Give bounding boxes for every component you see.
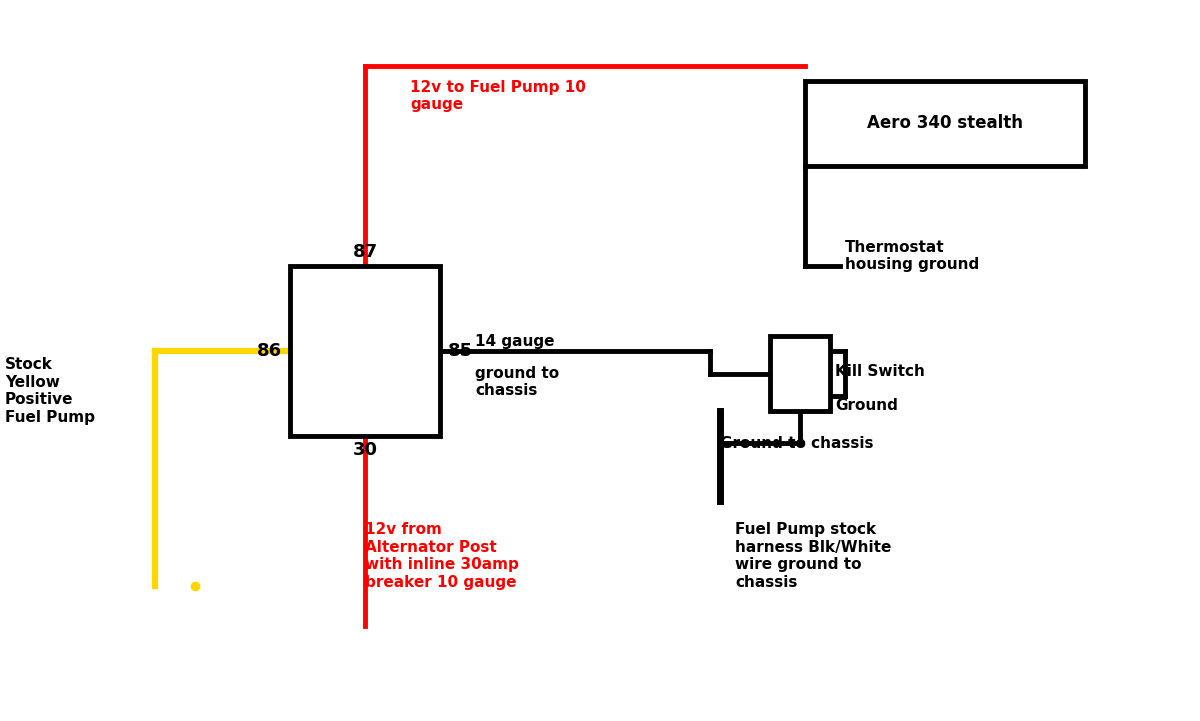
- Text: 85: 85: [448, 342, 473, 360]
- Text: ground to
chassis: ground to chassis: [475, 366, 559, 399]
- Text: Ground: Ground: [835, 399, 898, 414]
- Text: 12v from
Alternator Post
with inline 30amp
breaker 10 gauge: 12v from Alternator Post with inline 30a…: [365, 523, 518, 590]
- Bar: [290, 266, 440, 436]
- Text: Fuel Pump stock
harness Blk/White
wire ground to
chassis: Fuel Pump stock harness Blk/White wire g…: [734, 523, 892, 590]
- Text: 86: 86: [257, 342, 282, 360]
- Text: Stock
Yellow
Positive
Fuel Pump: Stock Yellow Positive Fuel Pump: [5, 358, 95, 425]
- Text: Ground to chassis: Ground to chassis: [720, 435, 874, 451]
- Text: 87: 87: [353, 243, 378, 261]
- Text: Kill Switch: Kill Switch: [835, 363, 925, 379]
- Text: Aero 340 stealth: Aero 340 stealth: [866, 115, 1022, 133]
- Bar: [770, 336, 830, 411]
- Text: Thermostat
housing ground: Thermostat housing ground: [845, 240, 979, 273]
- Text: 14 gauge: 14 gauge: [475, 334, 554, 349]
- Bar: [805, 81, 1085, 166]
- Text: 12v to Fuel Pump 10
gauge: 12v to Fuel Pump 10 gauge: [410, 80, 586, 112]
- Text: 30: 30: [353, 441, 378, 459]
